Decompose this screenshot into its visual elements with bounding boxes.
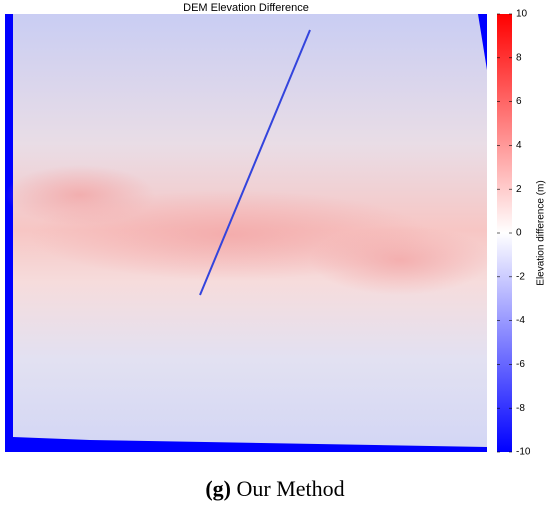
colorbar-label: Elevation difference (m)	[536, 180, 547, 285]
colorbar-tick-label: -10	[516, 447, 531, 458]
colorbar-tick-label: 6	[516, 96, 522, 107]
caption: (g) Our Method	[205, 476, 344, 501]
colorbar-tick-label: 10	[516, 9, 528, 20]
colorbar-tick-label: 4	[516, 140, 522, 151]
map-elevation-band	[5, 165, 155, 225]
colorbar-tick-label: -4	[516, 315, 525, 326]
chart-title: DEM Elevation Difference	[183, 2, 309, 14]
colorbar-tick-label: -6	[516, 359, 525, 370]
colorbar-tick-label: 0	[516, 228, 522, 239]
caption-text: Our Method	[237, 476, 345, 501]
colorbar-tick-label: -8	[516, 403, 525, 414]
colorbar	[497, 14, 512, 452]
colorbar-tick-label: 8	[516, 52, 522, 63]
colorbar-tick-label: 2	[516, 184, 522, 195]
caption-label: (g)	[205, 476, 231, 501]
map-feature	[199, 29, 311, 296]
map-elevation-band	[310, 225, 490, 295]
colorbar-tick-label: -2	[516, 271, 525, 282]
